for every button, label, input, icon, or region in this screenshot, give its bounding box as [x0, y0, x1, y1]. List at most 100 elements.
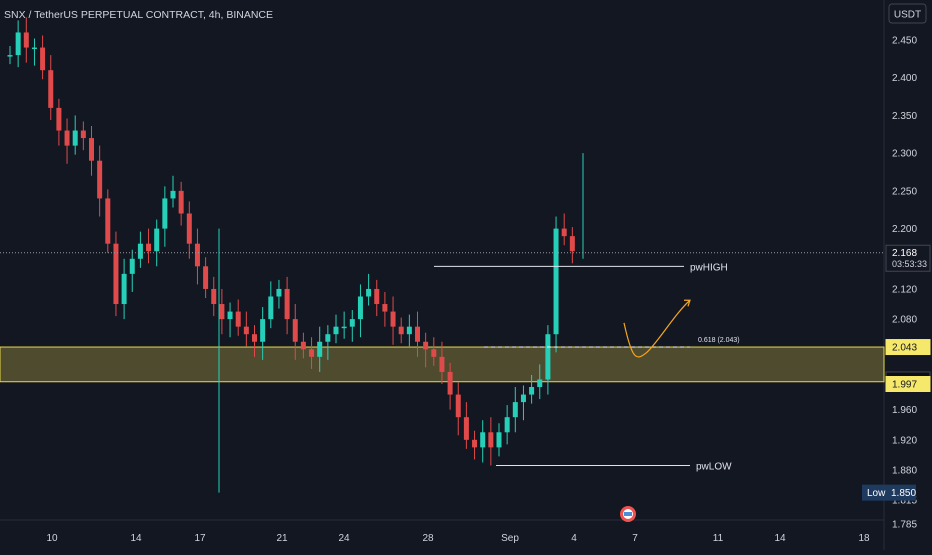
candle-body [537, 379, 543, 388]
x-tick-label: 21 [276, 533, 288, 544]
candle-body [72, 130, 78, 146]
candle-body [146, 243, 152, 252]
y-tick-label: 2.350 [892, 111, 917, 122]
x-tick-label: 14 [774, 533, 786, 544]
candle-body [349, 319, 355, 327]
event-icon[interactable] [620, 506, 636, 522]
candle-body [64, 130, 70, 146]
x-axis-ticks: 10 14 17 21 24 28 Sep 4 7 11 14 18 [46, 533, 870, 544]
candle-body [7, 55, 13, 57]
candle-body [423, 341, 429, 350]
candle-body [561, 228, 567, 237]
candle-body [472, 439, 478, 448]
low-tag-prefix: Low [867, 488, 886, 499]
candle-body [105, 198, 111, 244]
candle-body [447, 371, 453, 395]
candle-body [219, 304, 225, 320]
y-tick-label: 1.880 [892, 466, 917, 477]
x-tick-label: 10 [46, 533, 58, 544]
candle-body [390, 311, 396, 327]
price-tag-value: 2.168 [892, 248, 917, 259]
candle-body [154, 228, 160, 252]
x-tick-label: 17 [194, 533, 206, 544]
x-tick-label: 24 [338, 533, 350, 544]
candle-body [40, 47, 46, 71]
y-tick-label: 2.300 [892, 149, 917, 160]
y-tick-label: 1.960 [892, 405, 917, 416]
candle-body [162, 198, 168, 229]
candle-body [553, 228, 559, 335]
candle-body [137, 243, 143, 259]
low-tag-value: 1.850 [891, 488, 916, 499]
x-tick-label: 11 [713, 533, 724, 544]
currency-button-frame[interactable] [888, 3, 927, 24]
candle-body [284, 288, 290, 320]
candle-body [276, 288, 282, 297]
candle-body [227, 311, 233, 320]
currency-button[interactable]: USDT [888, 3, 927, 24]
x-tick-label: 4 [571, 533, 577, 544]
chart-title: SNX / TetherUS PERPETUAL CONTRACT, 4h, B… [4, 9, 273, 21]
y-tick-label: 1.815 [892, 496, 917, 507]
candle-body [23, 32, 29, 48]
candle-body [333, 326, 339, 335]
price-tag-value: 2.043 [892, 343, 917, 354]
candle-body [325, 334, 331, 342]
candle-body [463, 417, 469, 440]
y-tick-label: 1.785 [892, 520, 917, 531]
candle-body [374, 288, 380, 305]
candle-body [178, 190, 184, 214]
level-label: pwHIGH [690, 262, 728, 273]
candle-body [211, 288, 217, 305]
x-tick-label: Sep [501, 533, 519, 544]
candle-body [48, 70, 54, 108]
y-tick-label: 2.250 [892, 186, 917, 197]
y-tick-label: 2.400 [892, 73, 917, 84]
price-tag-countdown: 03:53:33 [892, 259, 927, 269]
x-tick-label: 7 [632, 533, 638, 544]
candle-body [439, 356, 445, 372]
levels-layer: pwHIGH pwLOW 0.618 (2.043) [434, 262, 740, 472]
candle-body [56, 107, 62, 131]
candle-body [121, 273, 127, 305]
candle-body [415, 326, 420, 342]
candle-body [292, 319, 298, 342]
candle-body [545, 334, 551, 380]
candle-body [252, 334, 257, 342]
y-tick-label: 2.120 [892, 284, 917, 295]
candle-body [520, 394, 526, 403]
candle-body [317, 341, 323, 357]
candle-body [366, 288, 372, 297]
currency-button-label[interactable]: USDT [894, 10, 921, 21]
low-tag-box [862, 484, 916, 501]
candle-body [406, 326, 412, 335]
price-tag-box [885, 376, 931, 392]
event-icon-mark[interactable] [624, 512, 632, 516]
candle-body [80, 130, 86, 139]
candle-body [260, 319, 266, 342]
candle-body [129, 258, 135, 274]
candle-body [300, 341, 306, 350]
candle-body [398, 326, 404, 335]
candle-body [15, 32, 21, 56]
candle-body [504, 417, 510, 433]
candle-body [170, 190, 176, 199]
y-tick-label: 2.450 [892, 36, 917, 47]
y-tick-label: 1.920 [892, 435, 917, 446]
candle-body [455, 394, 461, 418]
candle-body [569, 236, 575, 252]
candle-body [529, 387, 535, 395]
level-label: 0.618 (2.043) [698, 337, 740, 344]
candle-body [341, 326, 347, 329]
candle-body [496, 432, 502, 448]
y-axis-ticks: 2.450 2.400 2.350 2.300 2.250 2.200 2.120 2.080… [892, 36, 917, 531]
candle-body [31, 47, 37, 50]
y-tick-label: 2.080 [892, 315, 917, 326]
candle-body [89, 138, 94, 161]
candle-body [194, 243, 200, 267]
x-tick-label: 14 [130, 533, 142, 544]
